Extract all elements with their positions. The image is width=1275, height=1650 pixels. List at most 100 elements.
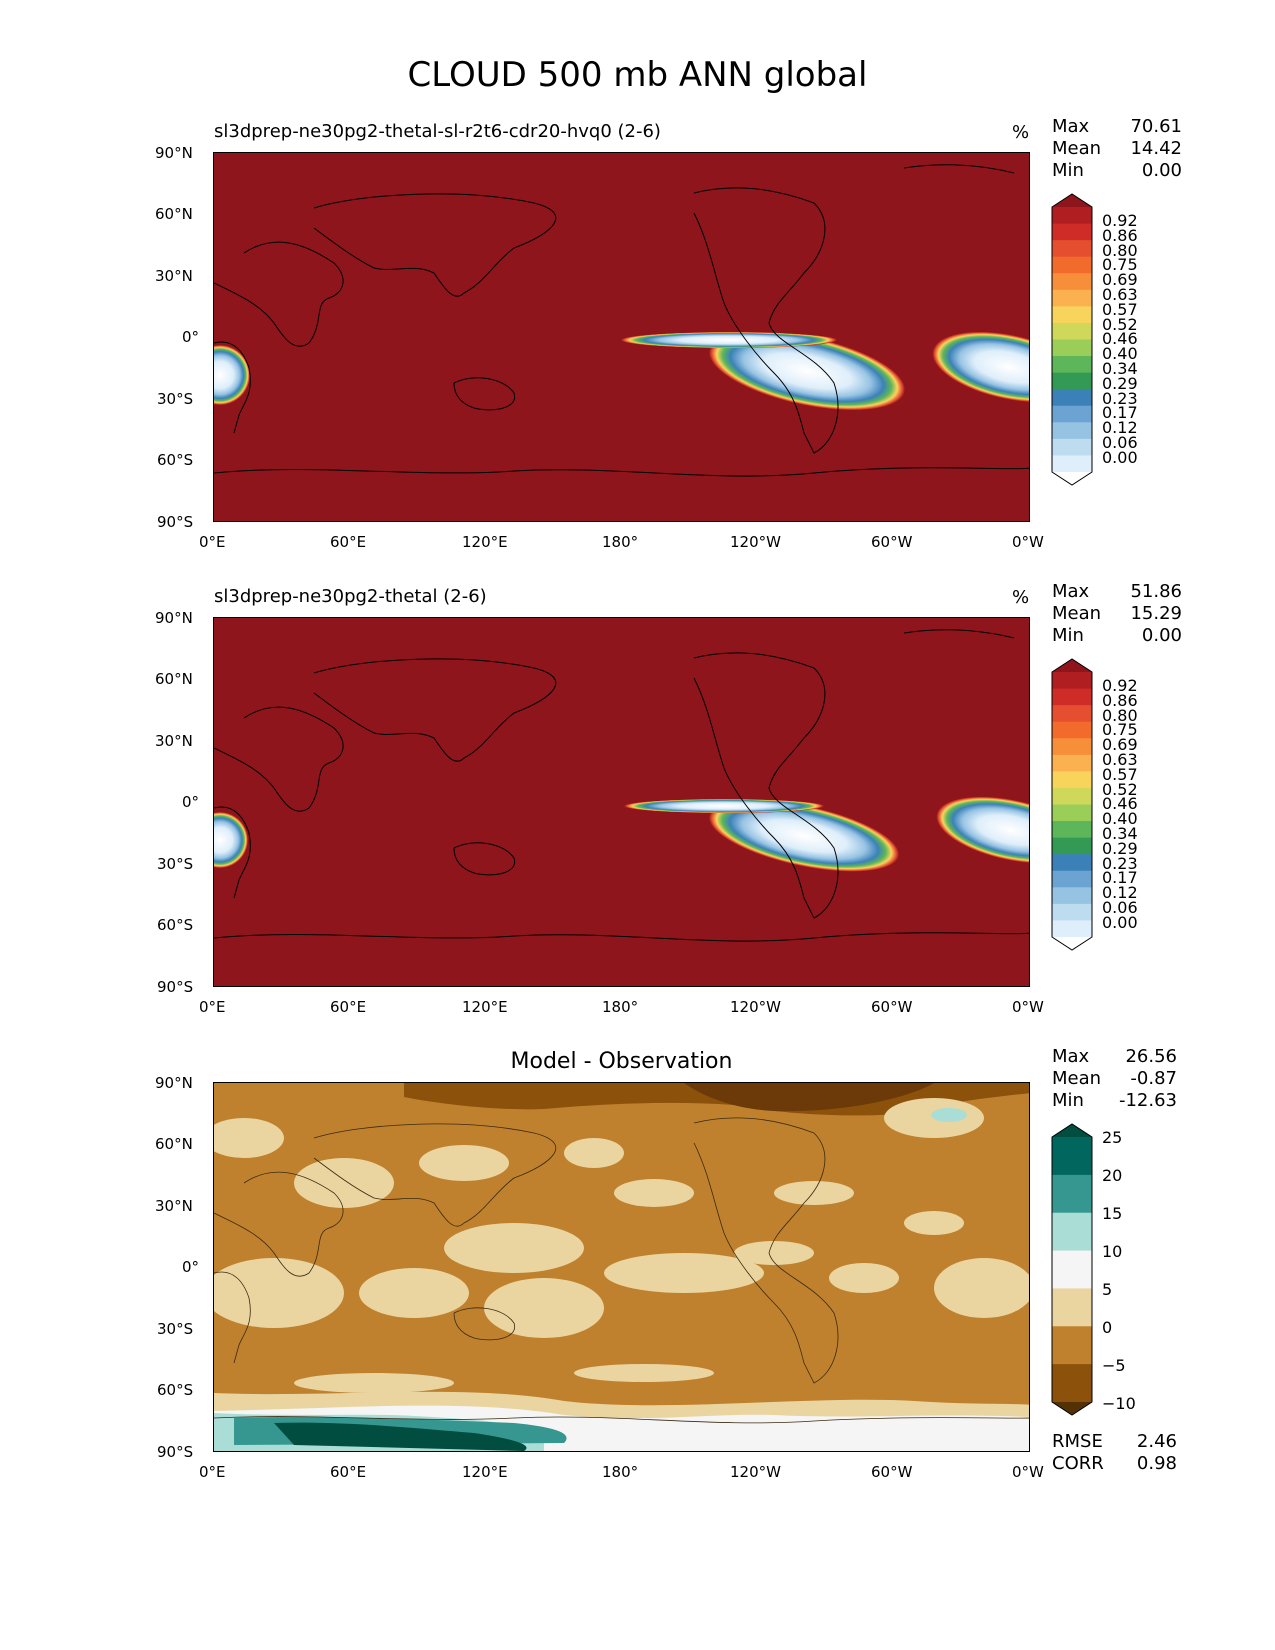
colorbar-segment <box>1052 339 1092 357</box>
lat-tick-90n: 90°N <box>155 609 193 627</box>
low-cloud-region-se-atlantic-east <box>932 331 1029 403</box>
colorbar-segment <box>1052 207 1092 225</box>
low-cloud-region-se-atlantic-west <box>214 812 248 868</box>
cb-label: 0.12 <box>1102 418 1138 438</box>
low-cloud-region-itcz <box>624 799 824 813</box>
lat-tick-30s: 30°S <box>157 1320 194 1338</box>
stat-min-label: Min <box>1052 1090 1084 1111</box>
coastlines <box>214 629 1029 942</box>
lat-tick-30s: 30°S <box>157 855 194 873</box>
stat-max-label: Max <box>1052 1046 1090 1067</box>
stat-min-value: 0.00 <box>1141 160 1182 181</box>
colorbar-segment <box>1052 920 1092 938</box>
colorbar-segment <box>1052 455 1092 473</box>
cb-label: −10 <box>1102 1394 1136 1413</box>
colorbar-3 <box>1051 1123 1093 1416</box>
colorbar-segment <box>1052 1364 1092 1403</box>
metrics-block: RMSE 2.46 CORR 0.98 <box>1052 1431 1177 1475</box>
coastlines <box>214 164 1029 477</box>
colorbar-segment <box>1052 1326 1092 1365</box>
lon-tick-0w: 0°W <box>1012 998 1044 1016</box>
map-field-svg <box>214 1083 1029 1451</box>
lat-tick-30s: 30°S <box>157 390 194 408</box>
lon-tick-180: 180° <box>602 998 639 1016</box>
cb-label: 0.86 <box>1102 225 1138 245</box>
colorbar-1 <box>1051 193 1093 486</box>
lon-tick-180: 180° <box>602 533 639 551</box>
pos-region-greenland-core <box>931 1108 967 1122</box>
cb-label: 0.69 <box>1102 735 1138 755</box>
pos-patches <box>214 1118 1029 1393</box>
cb-label: 0.57 <box>1102 299 1138 319</box>
cb-label: 0.23 <box>1102 388 1138 408</box>
cb-label: 0.40 <box>1102 809 1138 829</box>
colorbar-segment <box>1052 306 1092 324</box>
lon-tick-120w: 120°W <box>730 998 781 1016</box>
colorbar-segment <box>1052 322 1092 340</box>
cb-label: 0.63 <box>1102 285 1138 304</box>
colorbar-outline <box>1051 193 1093 486</box>
cb-label: 0.92 <box>1102 676 1138 695</box>
colorbar-extend-bottom <box>1052 472 1092 485</box>
low-cloud-region-itcz <box>621 332 837 348</box>
lat-tick-30n: 30°N <box>155 1197 193 1215</box>
colorbar-segment <box>1052 1250 1092 1289</box>
stat-max-label: Max <box>1052 116 1090 137</box>
cb-label: 0.69 <box>1102 270 1138 290</box>
stat-mean-value: -0.87 <box>1130 1068 1177 1089</box>
lat-tick-60n: 60°N <box>155 1135 193 1153</box>
low-cloud-region-se-atlantic-east <box>936 796 1029 864</box>
cb-label: 0.06 <box>1102 898 1138 917</box>
colorbar-segment <box>1052 721 1092 739</box>
lon-tick-60e: 60°E <box>330 1463 367 1481</box>
cb-label: 0.80 <box>1102 705 1138 725</box>
lat-tick-60s: 60°S <box>157 916 194 934</box>
stat-min-value: 0.00 <box>1141 625 1182 646</box>
lon-tick-120w: 120°W <box>730 533 781 551</box>
colorbar-extend-bottom <box>1052 1402 1092 1415</box>
stat-max-value: 70.61 <box>1130 116 1182 137</box>
lon-tick-60e: 60°E <box>330 998 367 1016</box>
stat-min-label: Min <box>1052 160 1084 181</box>
colorbar-segment <box>1052 405 1092 423</box>
colorbar-segment <box>1052 787 1092 805</box>
stat-max-value: 51.86 <box>1130 581 1182 602</box>
cb-label: 0.12 <box>1102 883 1138 903</box>
stats-block: Max 51.86 Mean 15.29 Min 0.00 <box>1052 581 1182 647</box>
colorbar-extend-top <box>1052 659 1092 672</box>
stat-min-label: Min <box>1052 625 1084 646</box>
stat-mean-label: Mean <box>1052 138 1102 159</box>
cb-label: 0.17 <box>1102 403 1138 423</box>
cb-label: 0.57 <box>1102 764 1138 784</box>
neg-region-arctic-deep <box>684 1083 934 1112</box>
colorbar-2 <box>1051 658 1093 951</box>
pos-region-antarctic-deep <box>274 1422 527 1451</box>
stat-max-value: 26.56 <box>1125 1046 1177 1067</box>
cb-label: 0.75 <box>1102 720 1138 740</box>
cb-label: 0.34 <box>1102 824 1138 843</box>
colorbar-segment <box>1052 240 1092 258</box>
cb-label: 0.63 <box>1102 750 1138 769</box>
colorbar-segment <box>1052 870 1092 888</box>
colorbar-segment <box>1052 256 1092 274</box>
lon-tick-60w: 60°W <box>871 533 913 551</box>
lon-tick-0e: 0°E <box>199 998 226 1016</box>
panel-title: Model - Observation <box>510 1049 733 1074</box>
corr-value: 0.98 <box>1136 1453 1177 1474</box>
stat-mean-label: Mean <box>1052 1068 1102 1089</box>
cb-label: 20 <box>1102 1166 1123 1185</box>
colorbar-segment <box>1052 903 1092 921</box>
colorbar-segment <box>1052 356 1092 374</box>
stat-max-label: Max <box>1052 581 1090 602</box>
colorbar-extend-top <box>1052 194 1092 207</box>
colorbar-outline <box>1051 658 1093 951</box>
figure-title: CLOUD 500 mb ANN global <box>407 55 868 95</box>
stat-min-value: -12.63 <box>1118 1090 1177 1111</box>
colorbar-extend-top <box>1052 1124 1092 1137</box>
cb-label: 0.29 <box>1102 373 1138 393</box>
colorbar-segment <box>1052 422 1092 440</box>
lat-tick-90s: 90°S <box>157 1443 194 1461</box>
coastlines <box>214 1117 1029 1424</box>
cb-label: 0.46 <box>1102 329 1138 349</box>
stat-mean-label: Mean <box>1052 603 1102 624</box>
